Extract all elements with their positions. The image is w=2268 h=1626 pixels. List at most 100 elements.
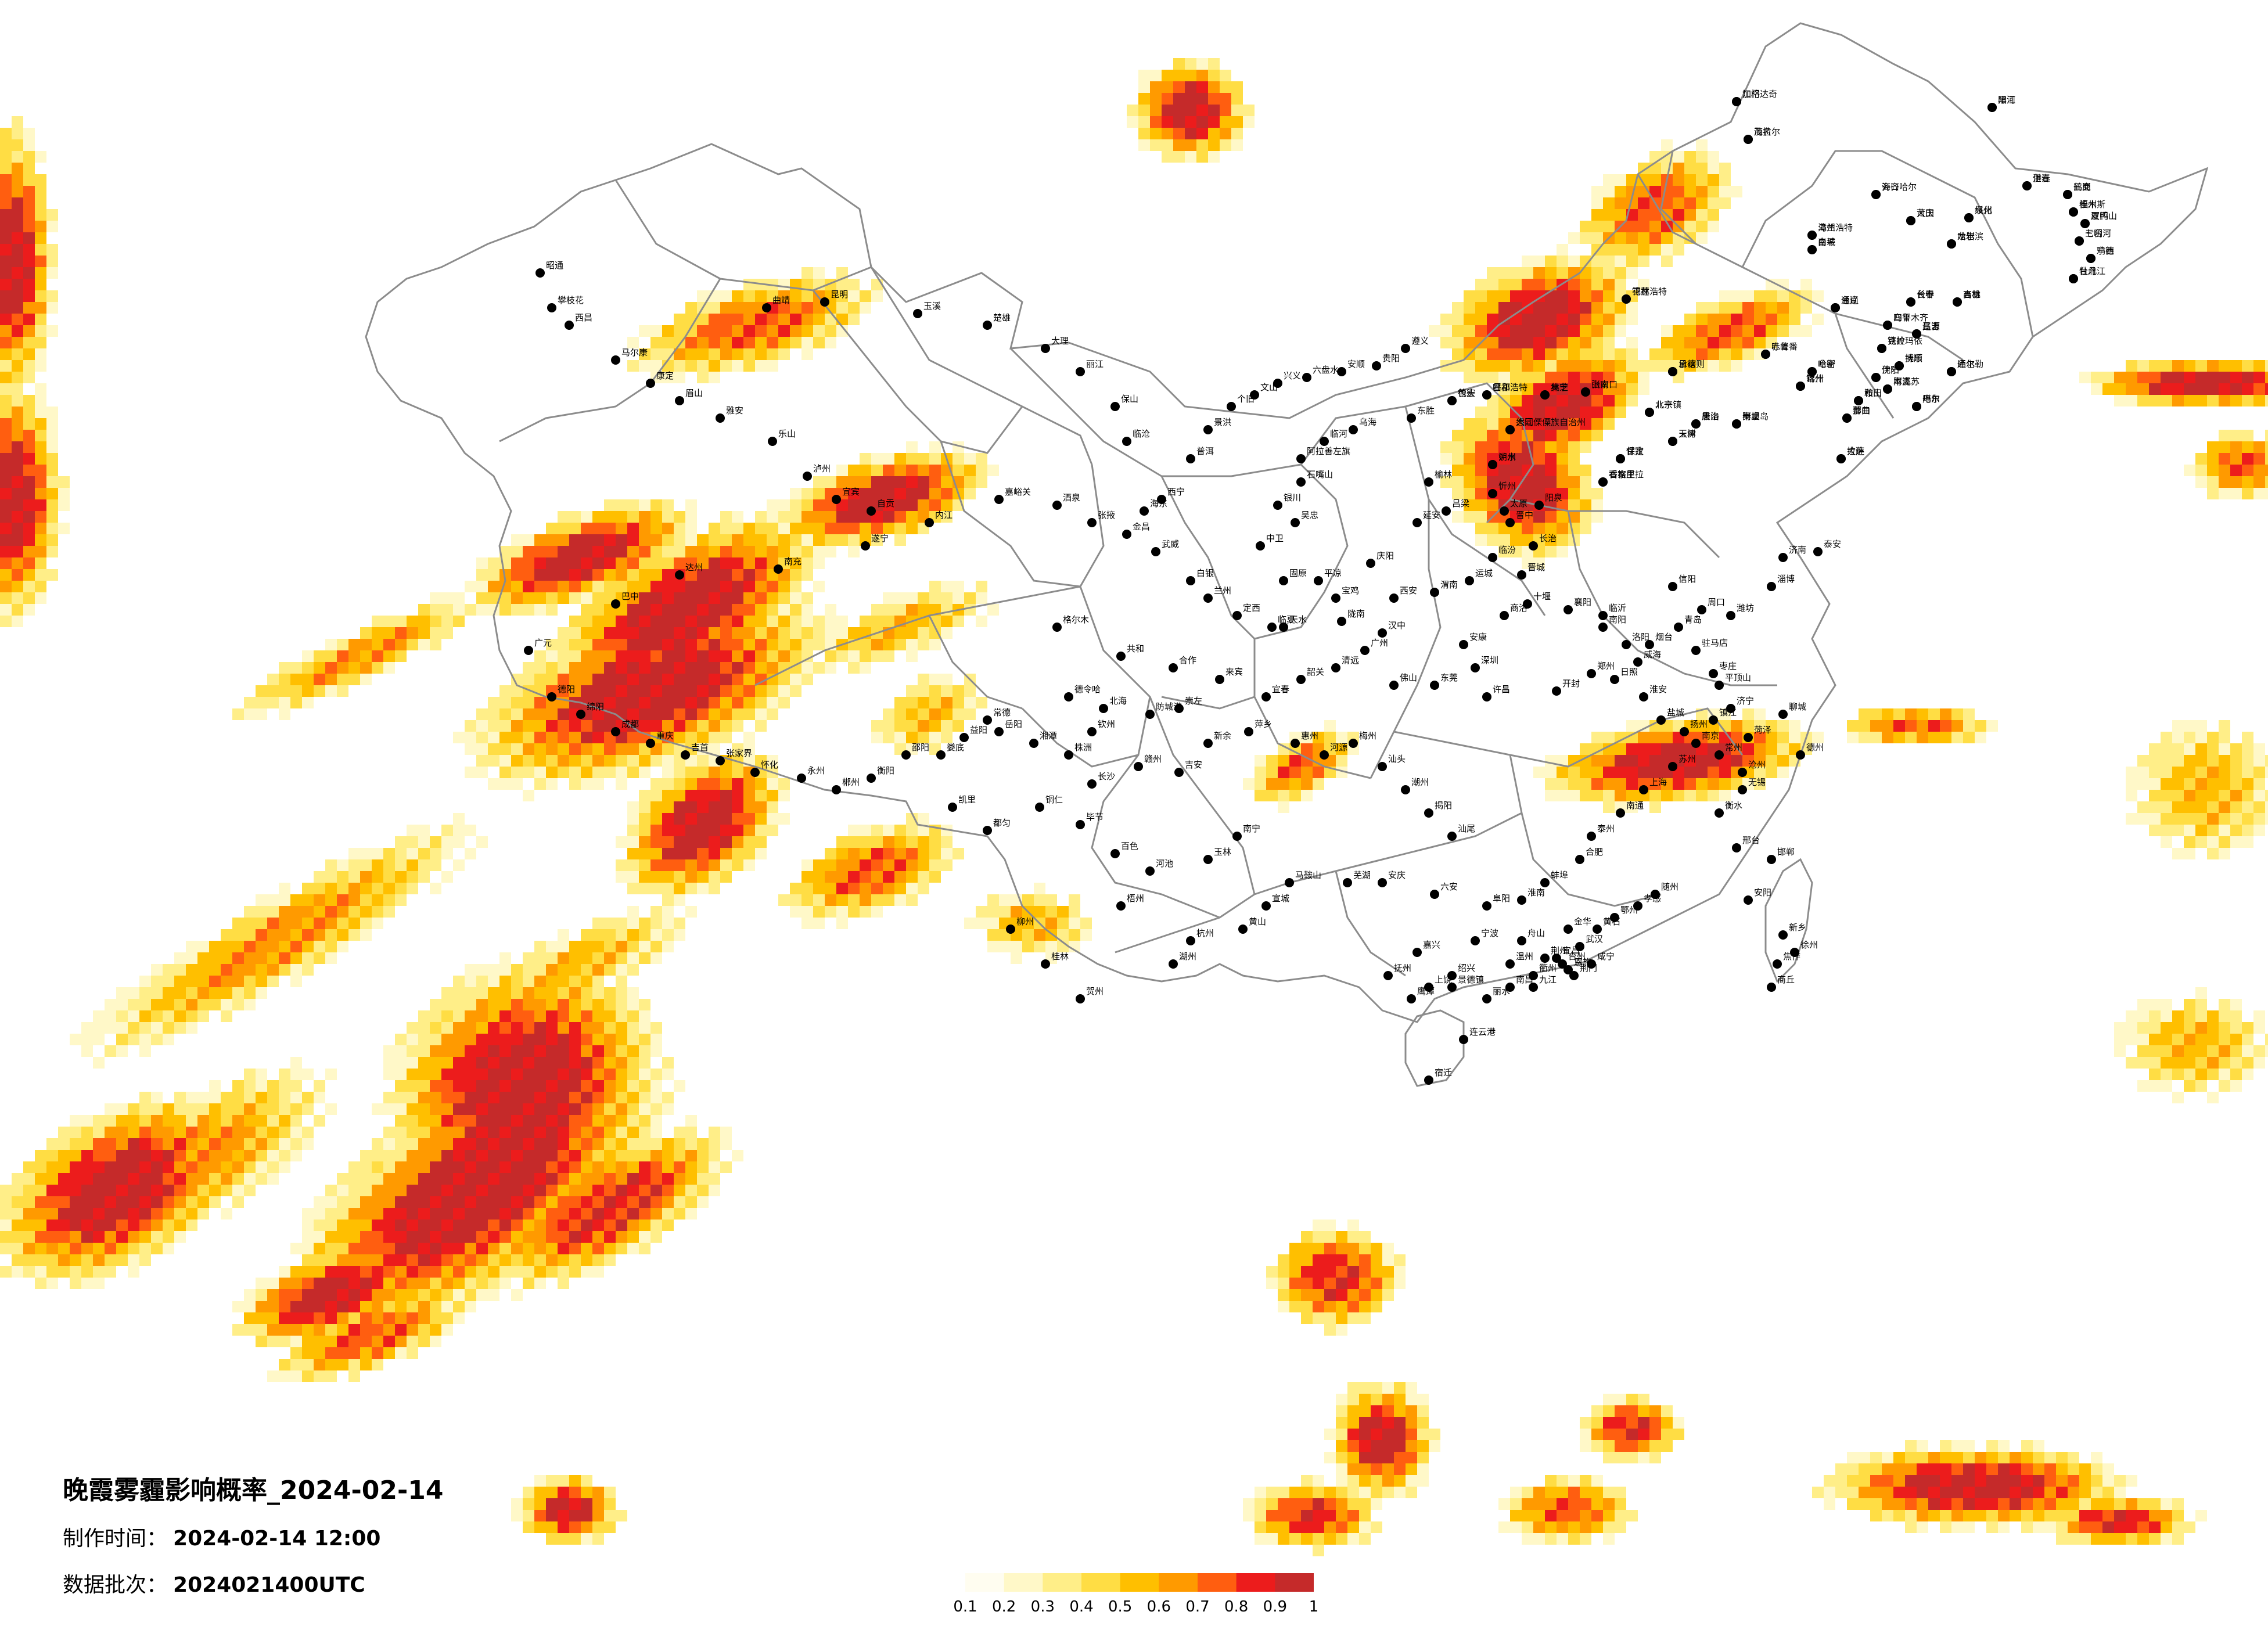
haze-cell <box>709 1185 720 1196</box>
haze-cell <box>743 534 755 546</box>
haze-cell <box>1301 1510 1313 1521</box>
haze-cell <box>2149 1533 2161 1545</box>
province-lines <box>499 150 2034 977</box>
haze-cell <box>1940 1521 1951 1533</box>
haze-cell <box>662 720 674 732</box>
haze-cell <box>46 1266 58 1278</box>
haze-cell <box>1452 511 1464 523</box>
haze-cell <box>523 790 534 801</box>
haze-cell <box>639 325 650 337</box>
haze-cell <box>1324 720 1336 732</box>
haze-cell <box>1615 1487 1626 1498</box>
haze-cell <box>1673 197 1684 209</box>
city-label: 吕梁 <box>1452 498 1469 509</box>
haze-cell <box>23 430 35 441</box>
haze-cell <box>894 825 906 836</box>
haze-cell <box>116 1034 128 1045</box>
haze-cell <box>650 871 662 883</box>
haze-cell <box>23 314 35 325</box>
haze-cell <box>1928 1498 1940 1510</box>
haze-cell <box>2126 790 2137 801</box>
haze-cell <box>581 952 592 964</box>
haze-cell <box>616 499 627 511</box>
haze-cell <box>871 720 883 732</box>
haze-cell <box>604 546 616 557</box>
haze-cell <box>697 871 709 883</box>
haze-cell <box>348 650 360 662</box>
haze-cell <box>1696 174 1708 186</box>
haze-cell <box>348 1208 360 1220</box>
haze-cell <box>674 325 685 337</box>
haze-cell <box>592 1533 604 1545</box>
haze-cell <box>894 488 906 499</box>
haze-cell <box>1313 1254 1324 1266</box>
haze-cell <box>1196 93 1208 105</box>
city-marker <box>1430 588 1439 597</box>
haze-cell <box>1580 430 1591 441</box>
haze-cell <box>465 1115 476 1127</box>
haze-cell <box>569 767 581 778</box>
haze-cell <box>2207 395 2219 406</box>
haze-cell <box>1336 1266 1347 1278</box>
haze-cell <box>1464 337 1475 348</box>
haze-cell <box>1498 453 1510 465</box>
haze-cell <box>279 894 290 906</box>
haze-cell <box>1150 128 1162 139</box>
haze-cell <box>1568 1510 1580 1521</box>
haze-cell <box>2149 801 2161 813</box>
haze-cell <box>2091 1498 2102 1510</box>
haze-cell <box>546 767 558 778</box>
haze-cell <box>453 604 465 616</box>
haze-cell <box>674 720 685 732</box>
haze-cell <box>2230 801 2242 813</box>
haze-cell <box>1882 1452 1893 1463</box>
haze-cell <box>151 1022 163 1034</box>
haze-cell <box>1696 209 1708 221</box>
haze-cell <box>2137 1057 2149 1069</box>
haze-cell <box>1696 221 1708 232</box>
haze-cell <box>1638 755 1649 767</box>
haze-cell <box>511 767 523 778</box>
haze-cell <box>139 1127 151 1138</box>
haze-cell <box>1545 778 1557 790</box>
haze-cell <box>1382 1417 1394 1429</box>
haze-cell <box>1196 70 1208 81</box>
haze-cell <box>279 1289 290 1301</box>
haze-cell <box>1487 348 1498 360</box>
haze-cell <box>1533 557 1545 569</box>
haze-cell <box>1557 430 1568 441</box>
haze-cell <box>2207 360 2219 372</box>
haze-cell <box>1928 1475 1940 1487</box>
haze-cell <box>499 1278 511 1289</box>
haze-cell <box>511 569 523 581</box>
haze-cell <box>476 1045 488 1057</box>
city-label: 潍坊 <box>1737 603 1754 613</box>
haze-cell <box>383 1243 395 1254</box>
haze-cell <box>151 1115 163 1127</box>
haze-cell <box>105 1022 116 1034</box>
haze-cell <box>732 836 743 848</box>
haze-cell <box>1975 1452 1986 1463</box>
haze-cell <box>604 697 616 708</box>
haze-cell <box>0 523 12 534</box>
haze-cell <box>894 639 906 650</box>
haze-cell <box>1557 290 1568 302</box>
haze-cell <box>1057 906 1069 918</box>
haze-cell <box>116 999 128 1010</box>
haze-cell <box>418 1069 430 1080</box>
haze-cell <box>1673 743 1684 755</box>
haze-cell <box>1708 314 1719 325</box>
haze-cell <box>1591 348 1603 360</box>
haze-cell <box>395 1092 407 1103</box>
haze-cell <box>639 534 650 546</box>
haze-cell <box>23 279 35 290</box>
haze-cell <box>720 302 732 314</box>
haze-cell <box>2184 1069 2195 1080</box>
haze-cell <box>720 871 732 883</box>
haze-cell <box>290 1359 302 1370</box>
haze-cell <box>35 499 46 511</box>
haze-cell <box>534 1034 546 1045</box>
haze-cell <box>883 465 894 476</box>
haze-cell <box>2161 790 2172 801</box>
city-marker <box>1616 808 1625 818</box>
